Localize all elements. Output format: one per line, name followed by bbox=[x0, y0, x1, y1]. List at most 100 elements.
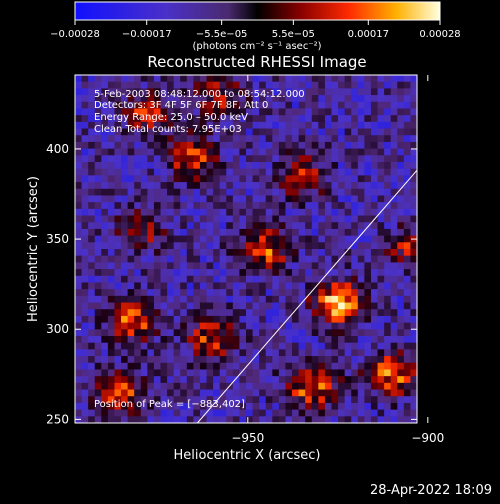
heatmap-cell bbox=[101, 382, 109, 391]
heatmap-cell bbox=[331, 208, 339, 217]
heatmap-cell bbox=[94, 215, 102, 223]
heatmap-cell bbox=[311, 88, 319, 96]
heatmap-cell bbox=[213, 289, 221, 297]
heatmap-cell bbox=[114, 269, 122, 277]
heatmap-cell bbox=[147, 175, 155, 183]
heatmap-cell bbox=[206, 182, 214, 190]
heatmap-cell bbox=[252, 249, 260, 257]
heatmap-cell bbox=[232, 382, 241, 391]
heatmap-cell bbox=[81, 269, 89, 277]
heatmap-cell bbox=[357, 362, 365, 371]
heatmap-cell bbox=[88, 115, 96, 123]
heatmap-cell bbox=[285, 222, 293, 230]
heatmap-cell bbox=[193, 115, 201, 123]
heatmap-cell bbox=[246, 382, 254, 391]
heatmap-cell bbox=[331, 315, 339, 324]
heatmap-cell bbox=[213, 115, 221, 123]
heatmap-cell bbox=[226, 275, 234, 284]
heatmap-cell bbox=[101, 322, 109, 330]
heatmap-cell bbox=[167, 295, 175, 304]
heatmap-cell bbox=[357, 202, 365, 210]
heatmap-cell bbox=[403, 175, 412, 183]
heatmap-cell bbox=[390, 342, 398, 350]
heatmap-cell bbox=[338, 188, 346, 197]
heatmap-cell bbox=[384, 168, 392, 176]
heatmap-cell bbox=[357, 175, 365, 183]
heatmap-cell bbox=[278, 121, 287, 130]
heatmap-cell bbox=[226, 255, 234, 263]
heatmap-cell bbox=[285, 249, 293, 257]
heatmap-cell bbox=[351, 349, 359, 357]
heatmap-cell bbox=[206, 382, 214, 391]
heatmap-cell bbox=[246, 215, 254, 223]
heatmap-cell bbox=[311, 362, 319, 371]
heatmap-cell bbox=[206, 135, 214, 143]
heatmap-cell bbox=[140, 208, 148, 217]
heatmap-cell bbox=[305, 249, 313, 257]
heatmap-cell bbox=[364, 309, 372, 317]
heatmap-cell bbox=[410, 336, 417, 344]
heatmap-cell bbox=[344, 195, 352, 203]
heatmap-cell bbox=[370, 356, 379, 364]
heatmap-cell bbox=[88, 322, 96, 330]
heatmap-cell bbox=[180, 255, 188, 263]
heatmap-cell bbox=[167, 75, 175, 83]
heatmap-cell bbox=[199, 108, 208, 116]
heatmap-cell bbox=[101, 269, 109, 277]
heatmap-cell bbox=[298, 235, 306, 243]
heatmap-cell bbox=[324, 135, 333, 143]
heatmap-cell bbox=[331, 262, 339, 270]
heatmap-cell bbox=[403, 302, 412, 310]
heatmap-cell bbox=[206, 75, 214, 83]
heatmap-cell bbox=[114, 88, 122, 96]
heatmap-cell bbox=[239, 362, 247, 371]
heatmap-cell bbox=[101, 389, 109, 397]
heatmap-cell bbox=[81, 182, 89, 190]
heatmap-cell bbox=[246, 188, 254, 197]
heatmap-cell bbox=[272, 182, 280, 190]
heatmap-cell bbox=[180, 121, 188, 130]
heatmap-cell bbox=[121, 215, 129, 223]
heatmap-cell bbox=[134, 255, 142, 263]
heatmap-cell bbox=[81, 175, 89, 183]
heatmap-cell bbox=[127, 269, 135, 277]
y-axis-label: Heliocentric Y (arcsec) bbox=[26, 176, 41, 322]
heatmap-cell bbox=[226, 302, 234, 310]
heatmap-cell bbox=[259, 195, 267, 203]
heatmap-cell bbox=[298, 88, 306, 96]
heatmap-cell bbox=[318, 88, 326, 96]
heatmap-cell bbox=[81, 295, 89, 304]
heatmap-cell bbox=[127, 188, 135, 197]
heatmap-cell bbox=[173, 115, 181, 123]
heatmap-cell bbox=[331, 309, 339, 317]
heatmap-cell bbox=[121, 389, 129, 397]
heatmap-cell bbox=[259, 302, 267, 310]
heatmap-cell bbox=[147, 349, 155, 357]
heatmap-cell bbox=[75, 295, 83, 304]
heatmap-cell bbox=[94, 289, 102, 297]
heatmap-cell bbox=[81, 235, 89, 243]
heatmap-cell bbox=[311, 81, 319, 89]
heatmap-cell bbox=[153, 162, 162, 170]
heatmap-cell bbox=[239, 289, 247, 297]
heatmap-cell bbox=[219, 75, 227, 83]
heatmap-cell bbox=[397, 342, 405, 350]
heatmap-cell bbox=[364, 362, 372, 371]
heatmap-cell bbox=[252, 402, 260, 411]
heatmap-cell bbox=[199, 376, 208, 384]
heatmap-cell bbox=[239, 342, 247, 350]
heatmap-cell bbox=[180, 409, 188, 417]
heatmap-cell bbox=[193, 88, 201, 96]
heatmap-cell bbox=[410, 295, 417, 304]
heatmap-cell bbox=[265, 295, 273, 304]
heatmap-cell bbox=[147, 282, 155, 290]
heatmap-cell bbox=[127, 249, 135, 257]
heatmap-cell bbox=[140, 141, 148, 150]
heatmap-cell bbox=[160, 389, 168, 397]
heatmap-cell bbox=[403, 188, 412, 197]
heatmap-cell bbox=[199, 175, 208, 183]
heatmap-cell bbox=[390, 121, 398, 130]
heatmap-cell bbox=[311, 208, 319, 217]
heatmap-cell bbox=[305, 362, 313, 371]
heatmap-cell bbox=[397, 228, 405, 237]
